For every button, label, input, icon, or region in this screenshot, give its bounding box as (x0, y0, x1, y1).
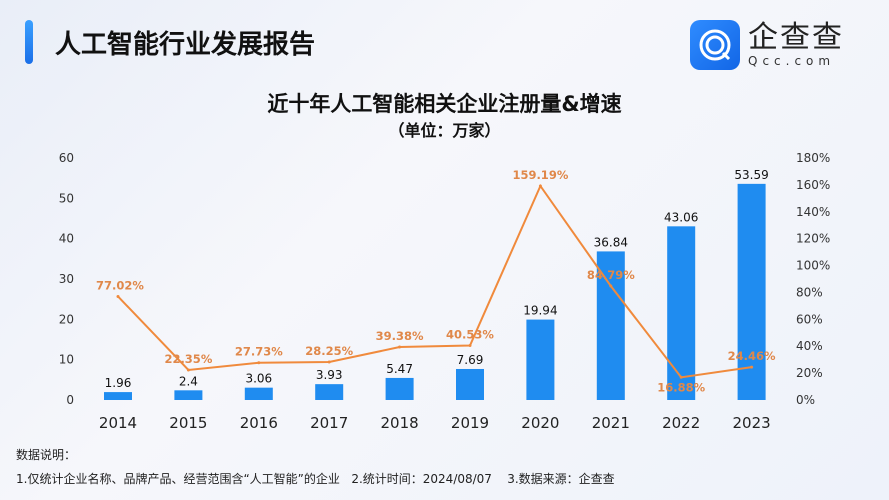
bar (526, 319, 555, 400)
line-point (679, 375, 683, 379)
qcc-logo: 企查查 Qcc.com (690, 20, 844, 70)
bar-label: 43.06 (664, 210, 698, 224)
line-point (116, 294, 120, 298)
bar-label: 5.47 (386, 362, 413, 376)
y-right-tick: 180% (796, 151, 830, 165)
bar-label: 3.06 (245, 372, 272, 386)
bar-label: 53.59 (734, 168, 768, 182)
bar-label: 7.69 (457, 353, 484, 367)
line-point (538, 184, 542, 188)
line-label: 159.19% (512, 168, 568, 182)
line-label: 84.79% (587, 268, 635, 282)
line-label: 77.02% (96, 278, 144, 292)
bar (596, 251, 625, 400)
line-label: 27.73% (235, 345, 283, 359)
bar-label: 19.94 (523, 304, 557, 318)
line-label: 28.25% (305, 344, 353, 358)
bar (667, 226, 696, 400)
bar (244, 387, 273, 400)
title-accent-bar (25, 20, 33, 64)
y-right-tick: 100% (796, 259, 830, 273)
y-right-tick: 40% (796, 339, 823, 353)
line-label: 24.46% (728, 349, 776, 363)
y-left-tick: 20 (59, 312, 74, 326)
growth-line (117, 183, 752, 379)
bar (315, 384, 344, 400)
x-tick: 2016 (240, 414, 278, 432)
line-label: 39.38% (376, 329, 424, 343)
y-right-tick: 160% (796, 178, 830, 192)
chart-title: 近十年人工智能相关企业注册量&增速 (267, 92, 622, 116)
line-point (609, 284, 613, 288)
logo-cn: 企查查 (748, 20, 844, 55)
y-left-tick: 50 (59, 191, 74, 205)
y-right-tick: 80% (796, 285, 823, 299)
line-point (398, 345, 402, 349)
bar (737, 183, 766, 400)
notes-heading: 数据说明： (16, 448, 77, 462)
logo-en: Qcc.com (748, 54, 836, 68)
x-tick: 2017 (310, 414, 348, 432)
y-left-tick: 0 (66, 393, 74, 407)
y-right-tick: 20% (796, 366, 823, 380)
line-point (327, 360, 331, 364)
line-point (257, 361, 261, 365)
line-label: 16.88% (657, 380, 705, 394)
chart-subtitle: （单位：万家） (388, 121, 501, 140)
x-tick: 2018 (381, 414, 419, 432)
y-right-tick: 0% (796, 393, 815, 407)
y-right-tick: 120% (796, 232, 830, 246)
bar (456, 368, 484, 400)
x-tick: 2014 (99, 414, 137, 432)
report-title: 人工智能行业发展报告 (55, 30, 316, 60)
chart: 0 10 20 30 40 50 60 0% 20% 40% 60% 80% 100% 120% 140% 1… (59, 151, 831, 432)
line-point (186, 368, 190, 372)
line-label: 22.35% (164, 352, 212, 366)
bar (104, 392, 132, 400)
y-left-tick: 30 (59, 272, 74, 286)
x-tick: 2022 (662, 414, 700, 432)
x-tick: 2020 (521, 414, 559, 432)
y-left-tick: 40 (59, 232, 74, 246)
qcc-logo-icon (690, 20, 740, 70)
line-point (750, 365, 754, 369)
bar (385, 377, 414, 400)
bar-label: 36.84 (594, 235, 628, 249)
notes-body: 1.仅统计企业名称、品牌产品、经营范围含“人工智能”的企业 2.统计时间：202… (16, 472, 615, 486)
bar (174, 390, 203, 400)
x-tick: 2019 (451, 414, 489, 432)
y-left-tick: 60 (59, 151, 74, 165)
bar-label: 2.4 (179, 374, 198, 388)
y-right-tick: 60% (796, 312, 823, 326)
line-point (468, 344, 472, 348)
x-tick: 2015 (169, 414, 207, 432)
y-right-tick: 140% (796, 205, 830, 219)
x-tick: 2023 (733, 414, 771, 432)
x-tick: 2021 (592, 414, 630, 432)
bar-label: 1.96 (105, 376, 132, 390)
bar-label: 3.93 (316, 368, 343, 382)
y-left-tick: 10 (59, 353, 74, 367)
line-label: 40.53% (446, 328, 494, 342)
